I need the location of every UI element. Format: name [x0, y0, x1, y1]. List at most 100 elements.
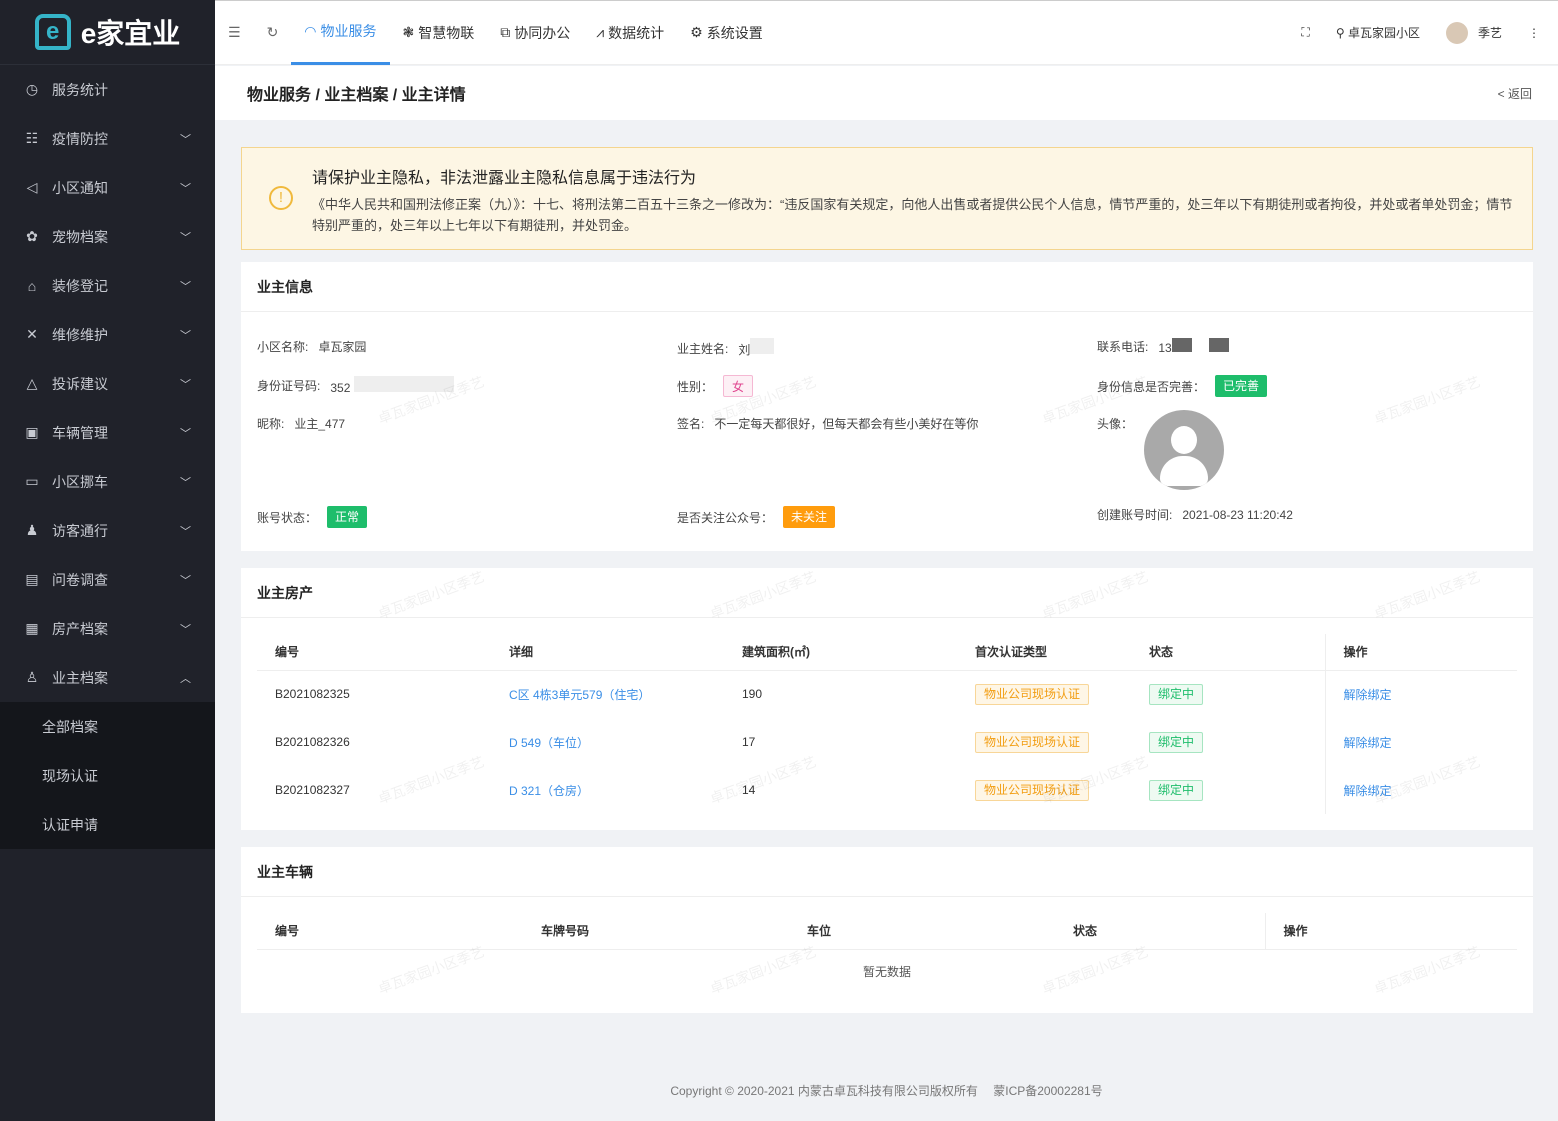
property-detail-link[interactable]: D 321（仓房）	[509, 783, 590, 798]
user-icon: ♙	[25, 669, 39, 685]
tab[interactable]: ◠ 物业服务	[291, 1, 390, 65]
tab[interactable]: ⚙ 系统设置	[677, 1, 776, 65]
tab-icon: ⧉	[500, 24, 511, 40]
sidebar-item-label: 房产档案	[52, 620, 108, 637]
sidebar-subitem[interactable]: 全部档案	[42, 718, 98, 735]
sidebar-item[interactable]: ▣ 车辆管理 ﹀	[0, 408, 215, 457]
collapse-menu-icon[interactable]: ☰	[228, 24, 241, 40]
location-pin-icon: ⚲	[1335, 26, 1345, 40]
breadcrumb: 物业服务 / 业主档案 / 业主详情	[247, 87, 466, 104]
privacy-alert: ! 请保护业主隐私，非法泄露业主隐私信息属于违法行为 《中华人民共和国刑法修正案…	[241, 147, 1533, 250]
property-area: 17	[742, 735, 756, 749]
field-gender: 性别：女	[677, 375, 754, 397]
sidebar-item-label: 维修维护	[52, 326, 108, 343]
tab-label: 系统设置	[706, 24, 763, 41]
field-id-complete: 身份信息是否完善： 已完善	[1097, 375, 1268, 397]
chevron-down-icon: ﹀	[180, 525, 191, 538]
field-id-number: 身份证号码: 352	[257, 376, 454, 395]
warning-icon: !	[269, 186, 293, 210]
unbind-button[interactable]: 解除绑定	[1343, 735, 1392, 750]
auth-type-tag: 物业公司现场认证	[975, 779, 1090, 801]
sidebar-item-label: 业主档案	[52, 669, 108, 686]
status-tag: 绑定中	[1149, 731, 1204, 753]
logo-text: e家宜业	[80, 18, 181, 49]
chevron-up-icon: ︿	[180, 672, 191, 685]
sidebar-item-label: 投诉建议	[52, 375, 108, 392]
sidebar-subitem[interactable]: 认证申请	[42, 816, 98, 833]
table-row: B2021082327 D 321（仓房） 14 物业公司现场认证 绑定中 解除…	[257, 766, 1517, 814]
tab-icon: ◠	[304, 22, 317, 39]
sidebar-item[interactable]: ✿ 宠物档案 ﹀	[0, 212, 215, 261]
sidebar-item[interactable]: ☷ 疫情防控 ﹀	[0, 114, 215, 163]
column-header: 操作	[1324, 634, 1517, 671]
sidebar-item[interactable]: ✕ 维修维护 ﹀	[0, 310, 215, 359]
auth-type-tag: 物业公司现场认证	[975, 731, 1090, 753]
sidebar-item[interactable]: ⌂ 装修登记 ﹀	[0, 261, 215, 310]
sidebar-item[interactable]: ♟ 访客通行 ﹀	[0, 506, 215, 555]
sidebar-item[interactable]: ▦ 房产档案 ﹀	[0, 604, 215, 653]
footer: Copyright © 2020-2021 内蒙古卓瓦科技有限公司版权所有 蒙I…	[670, 1084, 1103, 1098]
community-selector[interactable]: ⚲ 卓瓦家园小区	[1336, 24, 1420, 41]
sidebar-item[interactable]: ▭ 小区挪车 ﹀	[0, 457, 215, 506]
unbind-button[interactable]: 解除绑定	[1343, 687, 1392, 702]
tab-icon: ⩘	[596, 24, 605, 40]
status-tag: 绑定中	[1149, 683, 1204, 705]
property-area: 14	[742, 783, 756, 797]
card-title: 业主信息	[241, 262, 1533, 312]
column-header: 首次认证类型	[957, 634, 1131, 671]
chevron-down-icon: ﹀	[180, 182, 191, 195]
alert-title: 请保护业主隐私，非法泄露业主隐私信息属于违法行为	[312, 170, 697, 187]
column-header: 详细	[491, 634, 724, 671]
chevron-down-icon: ﹀	[180, 329, 191, 342]
back-button[interactable]: < 返回	[1497, 86, 1532, 101]
tab-label: 智慧物联	[418, 24, 475, 41]
sidebar-item-label: 访客通行	[52, 522, 108, 539]
column-header: 操作	[1264, 913, 1517, 950]
tab-icon: ❃	[402, 24, 415, 40]
card-title: 业主车辆	[241, 847, 1533, 897]
property-detail-link[interactable]: D 549（车位）	[509, 735, 590, 750]
sidebar-item[interactable]: ◷ 服务统计	[0, 65, 215, 114]
chevron-down-icon: ﹀	[180, 133, 191, 146]
sidebar-item-label: 车辆管理	[52, 424, 108, 441]
field-owner-name: 业主姓名: 刘	[677, 338, 775, 358]
chevron-down-icon: ﹀	[180, 623, 191, 636]
field-signature: 签名: 不一定每天都很好，但每天都会有些小美好在等你	[677, 417, 979, 431]
gauge-icon: ◷	[25, 81, 39, 97]
tab[interactable]: ⧉ 协同办公	[487, 1, 583, 65]
sidebar-item[interactable]: ▤ 问卷调查 ﹀	[0, 555, 215, 604]
clipboard-icon: ☷	[25, 130, 39, 146]
chevron-down-icon: ﹀	[180, 427, 191, 440]
tab[interactable]: ❃ 智慧物联	[390, 1, 488, 65]
user-menu[interactable]: 季艺	[1445, 21, 1502, 44]
more-icon[interactable]: ⋮	[1528, 25, 1540, 40]
sidebar-item-label: 疫情防控	[52, 130, 108, 147]
fullscreen-icon[interactable]: ⛶	[1301, 25, 1310, 39]
column-header: 状态	[1055, 913, 1265, 950]
sidebar-item[interactable]: △ 投诉建议 ﹀	[0, 359, 215, 408]
field-phone: 联系电话: 13	[1097, 338, 1230, 355]
chevron-down-icon: ﹀	[180, 280, 191, 293]
user-name: 季艺	[1477, 26, 1502, 40]
tab[interactable]: ⩘ 数据统计	[583, 1, 677, 65]
building-icon: ▦	[25, 620, 39, 636]
logo: e e家宜业	[0, 0, 215, 65]
field-community: 小区名称: 卓瓦家园	[257, 340, 367, 354]
property-id: B2021082327	[275, 783, 350, 797]
tab-label: 协同办公	[514, 24, 571, 41]
sidebar-item[interactable]: ◁ 小区通知 ﹀	[0, 163, 215, 212]
logo-icon: e	[34, 14, 71, 50]
property-detail-link[interactable]: C区 4栋3单元579（住宅）	[509, 687, 651, 702]
vehicles-table: 编号 车牌号码 车位 状态 操作 暂无数据	[257, 913, 1517, 993]
field-account-status: 账号状态： 正常	[257, 506, 368, 528]
refresh-icon[interactable]: ↻	[266, 24, 279, 40]
sidebar-item[interactable]: ♙ 业主档案 ︿	[0, 653, 215, 702]
sidebar-subitem[interactable]: 现场认证	[42, 767, 98, 784]
tools-icon: ✕	[26, 326, 38, 342]
property-id: B2021082325	[275, 687, 350, 702]
table-row: B2021082326 D 549（车位） 17 物业公司现场认证 绑定中 解除…	[257, 718, 1517, 766]
sidebar-item-label: 装修登记	[52, 277, 108, 294]
status-tag: 绑定中	[1149, 779, 1204, 801]
chevron-down-icon: ﹀	[180, 378, 191, 391]
unbind-button[interactable]: 解除绑定	[1343, 783, 1392, 798]
